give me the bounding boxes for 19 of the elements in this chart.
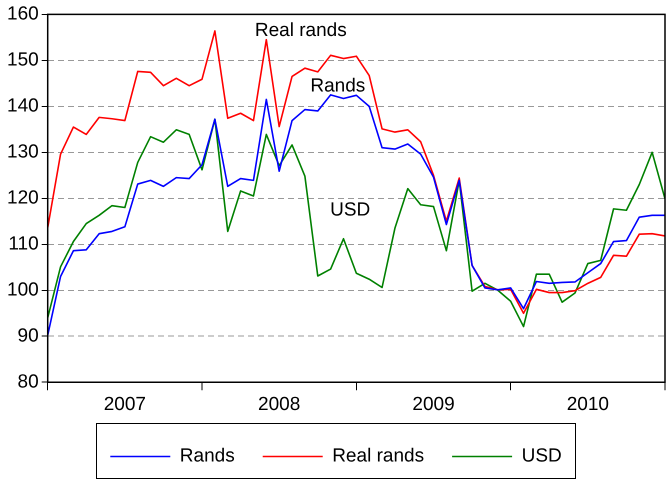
y-tick-label: 100 <box>7 279 39 300</box>
y-tick-label: 160 <box>7 4 39 25</box>
y-tick-label: 140 <box>7 96 39 117</box>
x-tick-label: 2010 <box>566 394 609 415</box>
annotation: Real rands <box>254 20 347 42</box>
annotation: USD <box>330 199 370 220</box>
legend-label: USD <box>522 446 562 467</box>
y-tick-label: 150 <box>7 50 39 71</box>
y-tick-label: 90 <box>18 325 39 346</box>
x-tick-label: 2008 <box>258 394 300 415</box>
y-tick-label: 110 <box>8 234 39 255</box>
x-tick-label: 2007 <box>104 394 146 415</box>
y-tick-label: 120 <box>7 188 39 209</box>
annotation: Rands <box>310 75 366 96</box>
legend-label: Real rands <box>332 446 424 467</box>
legend-label: Rands <box>180 446 235 467</box>
y-tick-label: 80 <box>18 371 39 392</box>
x-tick-label: 2009 <box>412 394 455 415</box>
y-tick-label: 130 <box>7 142 39 163</box>
